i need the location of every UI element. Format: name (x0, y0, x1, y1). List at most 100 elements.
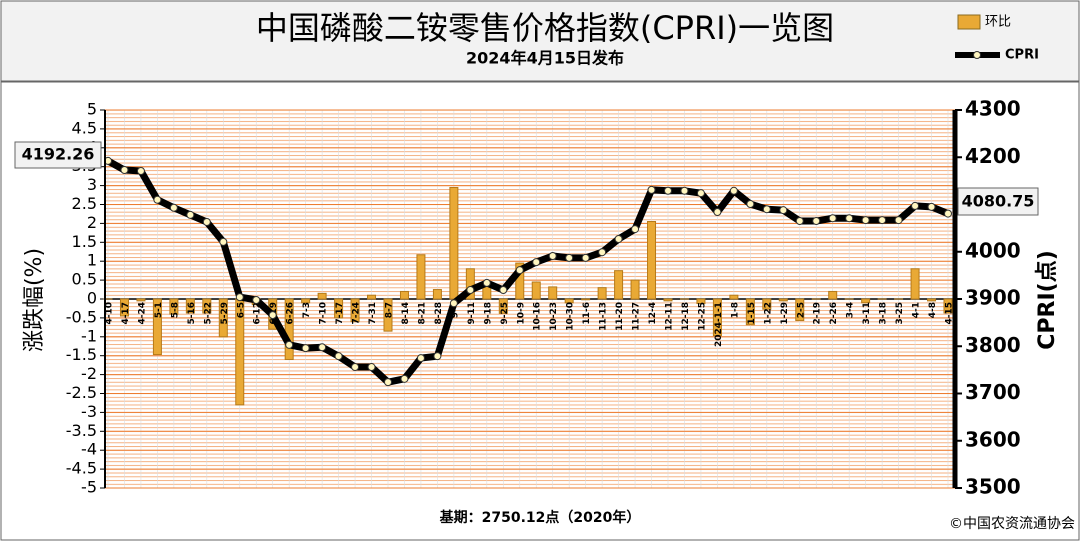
x-tick-label: 4-10 (105, 302, 115, 325)
point (136, 166, 145, 175)
y-axis-label: 涨跌幅(%) (22, 248, 47, 352)
bar (795, 298, 805, 322)
x-tick-label: 12-18 (681, 302, 691, 331)
x-tick-label: 9-11 (467, 302, 477, 325)
x-tick-label: 4-1 (912, 302, 922, 318)
point (894, 216, 903, 225)
x-tick-label: 7-17 (335, 302, 345, 325)
legend-swatch (973, 51, 981, 59)
bar (778, 298, 788, 302)
y-tick-label: 3 (87, 175, 97, 194)
y-tick-label: 0.5 (72, 270, 97, 289)
point (449, 299, 458, 308)
x-tick-label: 1-15 (747, 302, 757, 325)
y2-tick-label: 3800 (965, 333, 1021, 357)
point (845, 214, 854, 223)
copyright: ©中国农资流通协会 (949, 516, 1075, 532)
bar (169, 298, 179, 315)
point (301, 344, 310, 353)
x-tick-label: 9-25 (500, 302, 510, 325)
x-tick-label: 8-7 (385, 302, 395, 318)
bar (943, 298, 953, 314)
x-tick-label: 3-18 (879, 302, 889, 325)
x-tick-label: 10-16 (533, 302, 543, 331)
x-tick-label: 3-25 (895, 302, 905, 325)
y-tick-label: -2.5 (66, 383, 97, 402)
point (219, 237, 228, 246)
header-box (0, 0, 1080, 82)
point (186, 210, 195, 219)
x-tick-label: 4-15 (945, 302, 955, 325)
x-tick-label: 10-23 (549, 302, 559, 331)
point (318, 343, 327, 352)
y-tick-label: 0 (87, 289, 97, 308)
point (878, 216, 887, 225)
x-tick-label: 6-5 (236, 302, 246, 318)
point (565, 253, 574, 262)
legend-swatch (957, 14, 981, 30)
bar (202, 298, 212, 314)
y-tick-label: 2.5 (72, 194, 97, 213)
bar (762, 298, 772, 310)
point (416, 354, 425, 363)
point (433, 352, 442, 361)
bar (367, 294, 377, 300)
point (384, 378, 392, 387)
point (779, 206, 788, 215)
legend-label: 环比 (985, 15, 1011, 30)
y-tick-label: -3.5 (66, 421, 97, 440)
x-tick-label: 11-13 (599, 302, 609, 331)
x-tick-label: 11-27 (632, 302, 642, 331)
point (680, 186, 689, 195)
x-tick-label: 6-26 (286, 302, 296, 325)
x-tick-label: 4-17 (121, 302, 131, 325)
point (367, 363, 376, 372)
chart-subtitle: 2024年4月15日发布 (466, 49, 624, 68)
x-tick-label: 10-30 (566, 302, 576, 331)
x-tick-label: 10-9 (516, 302, 526, 325)
point (861, 216, 870, 225)
point (202, 217, 211, 226)
bar (350, 298, 360, 323)
legend-label: CPRI (1005, 48, 1039, 63)
annotation: 4192.26 (22, 145, 95, 164)
bar (136, 298, 146, 302)
y2-tick-label: 4000 (965, 238, 1021, 262)
y-tick-label: -4 (81, 440, 97, 459)
x-tick-label: 4-24 (137, 302, 147, 325)
bar (399, 290, 409, 300)
x-tick-label: 7-10 (319, 302, 329, 325)
bar (927, 298, 937, 302)
point (598, 248, 607, 257)
y2-tick-label: 3900 (965, 286, 1021, 310)
point (252, 295, 261, 304)
y-tick-label: -2 (81, 364, 97, 383)
point (120, 166, 129, 175)
x-tick-label: 2-5 (796, 302, 806, 318)
bar (729, 294, 739, 300)
point (466, 286, 475, 295)
bar (696, 298, 706, 305)
bar (861, 298, 871, 304)
point (631, 225, 640, 234)
x-tick-label: 5-29 (220, 302, 230, 325)
bar (910, 268, 920, 300)
y-tick-label: 1 (87, 251, 97, 270)
bar (383, 298, 393, 332)
point (268, 311, 277, 320)
x-tick-label: 7-3 (302, 302, 312, 318)
bar (515, 262, 525, 300)
x-tick-label: 8-28 (434, 302, 444, 325)
y2-tick-label: 4200 (965, 144, 1021, 168)
x-tick-label: 5-22 (203, 302, 213, 325)
x-tick-label: 3-11 (862, 302, 872, 325)
annotation-box (14, 141, 102, 169)
bar (218, 298, 228, 338)
point (746, 200, 755, 209)
x-tick-label: 1-29 (780, 302, 790, 325)
x-tick-label: 8-21 (417, 302, 427, 325)
x-tick-label: 7-24 (352, 302, 362, 325)
x-tick-label: 4-8 (928, 302, 938, 318)
point (713, 208, 722, 217)
